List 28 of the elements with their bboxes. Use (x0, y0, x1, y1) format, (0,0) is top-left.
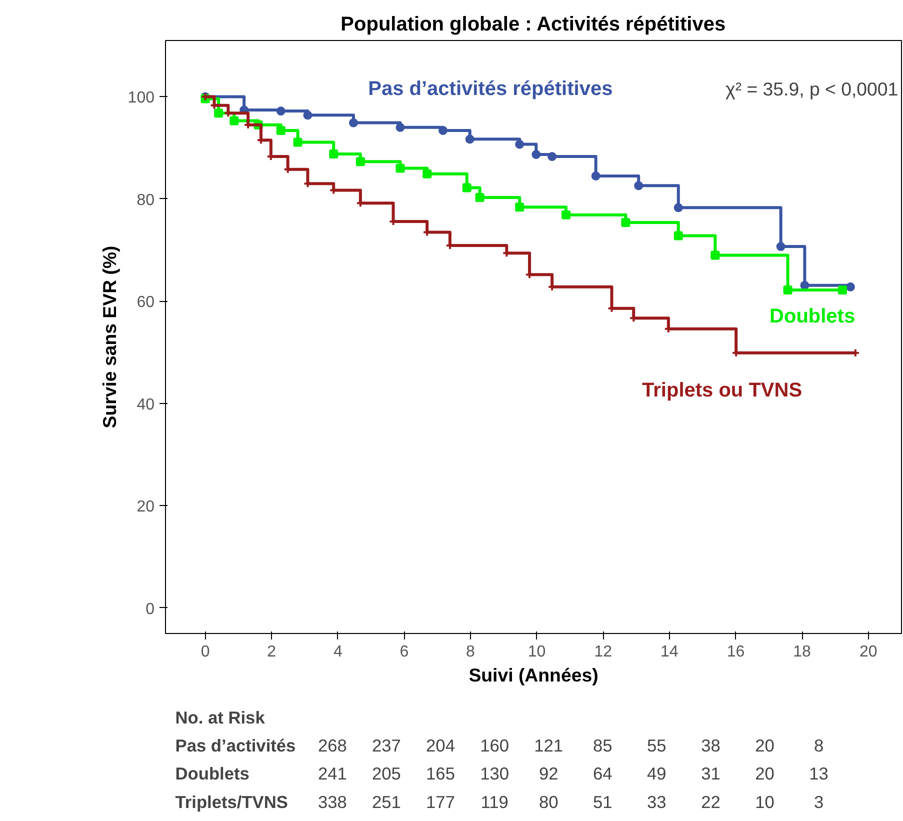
y-tick-label: 60 (136, 294, 155, 312)
x-tick-label: 8 (466, 644, 476, 660)
y-tick-label: 80 (136, 192, 155, 209)
text: Doublets 241 205 165 130 92 64 49 31 20 13 (175, 764, 828, 784)
y-tick-label: 0 (146, 600, 155, 618)
x-tick-label: 4 (333, 644, 342, 660)
chart-title: Population globale : Activités répétitives (340, 14, 726, 36)
x-axis-title: Suivi (Années) (468, 664, 598, 686)
text: Pas d’activités 268 237 204 160 121 85 55 38 20 8 (175, 736, 824, 756)
x-tick-label: 20 (859, 644, 878, 660)
x-tick-label: 10 (528, 644, 546, 660)
y-axis-title: Survie sans EVR (%) (98, 246, 120, 428)
y-tick-label: 100 (128, 90, 155, 107)
series-label: Doublets (770, 306, 856, 328)
x-tick-label: 0 (200, 644, 210, 660)
annotation: χ² = 35.9, p < 0,0001 (726, 78, 898, 100)
x-tick-label: 16 (726, 644, 745, 660)
x-tick-label: 2 (267, 644, 276, 660)
x-tick-label: 14 (660, 644, 678, 660)
y-tick-label: 40 (136, 396, 155, 414)
text: Triplets/TVNS 338 251 177 119 80 51 33 22 10 3 (175, 792, 824, 812)
x-tick-label: 12 (594, 644, 612, 660)
series-label: Pas d’activités répétitives (368, 78, 613, 100)
text: No. at Risk (175, 707, 266, 728)
x-tick-label: 18 (793, 644, 812, 660)
y-tick-label: 20 (136, 498, 155, 516)
x-tick-label: 6 (400, 644, 409, 660)
series-label: Triplets ou TVNS (642, 380, 802, 402)
